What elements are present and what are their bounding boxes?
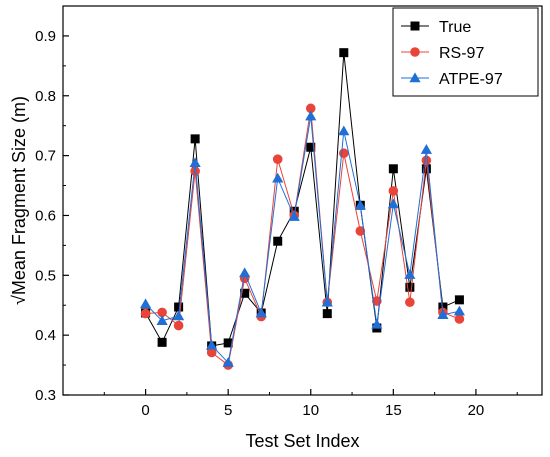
x-axis-ticks: 0 5 10 15 20 xyxy=(103,389,518,419)
data-point xyxy=(140,308,151,319)
legend-item: ATPE-97 xyxy=(401,71,503,88)
legend-marker xyxy=(409,72,421,83)
series-line xyxy=(145,116,460,364)
y-tick-label: 0.4 xyxy=(35,327,56,344)
series-line xyxy=(145,108,460,366)
y-tick-label: 0.3 xyxy=(35,387,56,404)
data-point xyxy=(338,125,350,136)
x-axis-title: Test Set Index xyxy=(245,431,359,451)
x-tick-label: 10 xyxy=(302,402,319,419)
data-point xyxy=(206,347,217,358)
data-point xyxy=(322,309,332,319)
data-point xyxy=(272,154,283,165)
y-tick-label: 0.7 xyxy=(35,148,56,165)
data-point xyxy=(453,305,466,316)
data-point xyxy=(223,338,233,348)
legend: True RS-97 ATPE-97 xyxy=(392,7,539,97)
data-point xyxy=(273,236,283,246)
series-layer xyxy=(139,48,466,370)
y-tick-label: 0.6 xyxy=(35,207,56,224)
data-point xyxy=(272,172,284,183)
legend-label: ATPE-97 xyxy=(439,71,503,88)
data-point xyxy=(355,226,366,236)
x-tick-label: 5 xyxy=(224,402,232,419)
data-point xyxy=(438,302,448,312)
data-point xyxy=(339,48,349,58)
legend-item: RS-97 xyxy=(401,45,484,62)
y-tick-label: 0.9 xyxy=(35,28,56,45)
data-point xyxy=(190,166,200,176)
data-point xyxy=(222,357,234,367)
data-point xyxy=(354,199,366,210)
data-point xyxy=(421,164,431,174)
legend-marker xyxy=(410,47,420,57)
data-point xyxy=(305,110,317,121)
x-tick-label: 0 xyxy=(141,402,149,419)
data-point xyxy=(437,309,449,320)
data-point xyxy=(405,297,415,308)
data-point xyxy=(174,302,184,312)
data-point xyxy=(139,298,152,309)
data-point xyxy=(321,296,333,307)
data-point xyxy=(157,307,167,318)
data-point xyxy=(240,288,250,298)
data-point xyxy=(305,103,316,114)
plot-frame xyxy=(62,5,543,396)
x-tick-label: 20 xyxy=(468,402,485,419)
data-point xyxy=(288,211,300,221)
data-point xyxy=(405,282,415,292)
legend-item: True xyxy=(401,19,471,36)
data-point xyxy=(388,186,399,196)
data-point xyxy=(239,267,251,278)
x-tick-label: 15 xyxy=(385,402,402,419)
series-rs-97 xyxy=(140,103,465,370)
data-point xyxy=(157,337,167,347)
data-point xyxy=(173,310,185,321)
data-point xyxy=(404,269,416,279)
series-atpe-97 xyxy=(139,110,466,367)
data-point xyxy=(420,144,432,154)
data-point xyxy=(387,198,399,209)
y-tick-label: 0.5 xyxy=(35,267,56,284)
data-point xyxy=(371,318,383,329)
legend-label: True xyxy=(439,19,471,36)
y-axis-ticks: 0.3 0.4 0.5 0.6 0.7 0.8 0.9 xyxy=(35,28,69,404)
y-tick-label: 0.8 xyxy=(35,88,56,105)
data-point xyxy=(156,315,168,325)
data-point xyxy=(454,314,465,324)
data-point xyxy=(255,307,267,318)
y-axis-title: √Mean Fragment Size (m) xyxy=(9,96,29,305)
data-point xyxy=(421,155,432,166)
data-point xyxy=(388,164,398,174)
data-point xyxy=(306,142,316,152)
data-point xyxy=(454,295,464,305)
data-point xyxy=(173,320,184,331)
data-point xyxy=(338,148,349,159)
data-point xyxy=(190,134,200,144)
data-point xyxy=(189,157,201,167)
data-point xyxy=(206,339,218,350)
legend-marker xyxy=(410,21,420,31)
legend-label: RS-97 xyxy=(439,45,484,62)
